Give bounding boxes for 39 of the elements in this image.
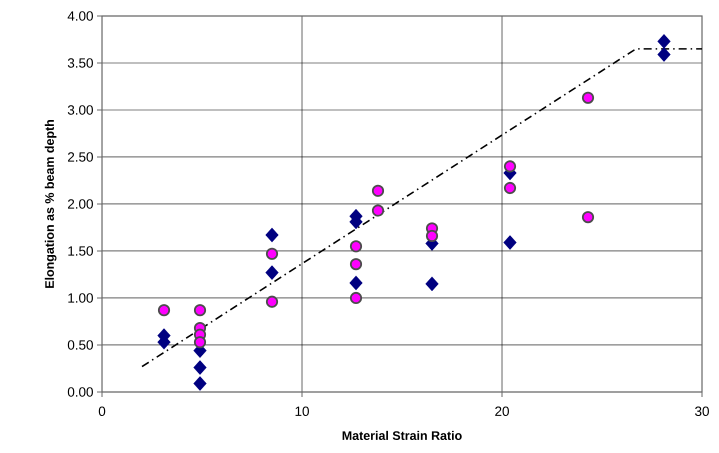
- point: [193, 360, 207, 375]
- y-tick-label: 0.50: [68, 340, 93, 350]
- point: [657, 47, 671, 62]
- y-tick-label: 3.00: [68, 105, 93, 115]
- y-tick-label: 2.00: [68, 199, 93, 209]
- x-tick-label: 10: [296, 406, 309, 416]
- point: [349, 276, 363, 290]
- point: [266, 248, 278, 260]
- point: [425, 276, 439, 292]
- point: [193, 376, 207, 391]
- point: [194, 304, 206, 316]
- point: [503, 235, 517, 250]
- y-tick-label: 2.50: [68, 152, 93, 162]
- y-tick-label: 1.00: [68, 293, 93, 303]
- point: [266, 296, 278, 308]
- x-tick-label: 0: [98, 406, 106, 416]
- point: [265, 265, 279, 280]
- point: [504, 182, 516, 194]
- y-tick-label: 4.00: [68, 11, 93, 21]
- point: [194, 336, 206, 348]
- y-axis-title: Elongation as % beam depth: [44, 120, 56, 288]
- point: [350, 292, 362, 304]
- point: [350, 258, 362, 270]
- point: [504, 160, 516, 172]
- x-tick-label: 20: [495, 406, 509, 416]
- point: [657, 34, 671, 49]
- point: [158, 304, 170, 316]
- point: [372, 184, 384, 197]
- y-tick-label: 3.50: [68, 58, 93, 68]
- x-tick-label: 30: [695, 406, 709, 416]
- point: [582, 92, 594, 104]
- point: [265, 228, 279, 242]
- y-tick-label: 0.00: [68, 387, 93, 397]
- point: [426, 230, 438, 242]
- y-tick-label: 1.50: [68, 246, 93, 256]
- point: [350, 240, 362, 252]
- x-axis-title: Material Strain Ratio: [342, 430, 462, 440]
- point: [582, 211, 594, 224]
- point: [372, 204, 384, 217]
